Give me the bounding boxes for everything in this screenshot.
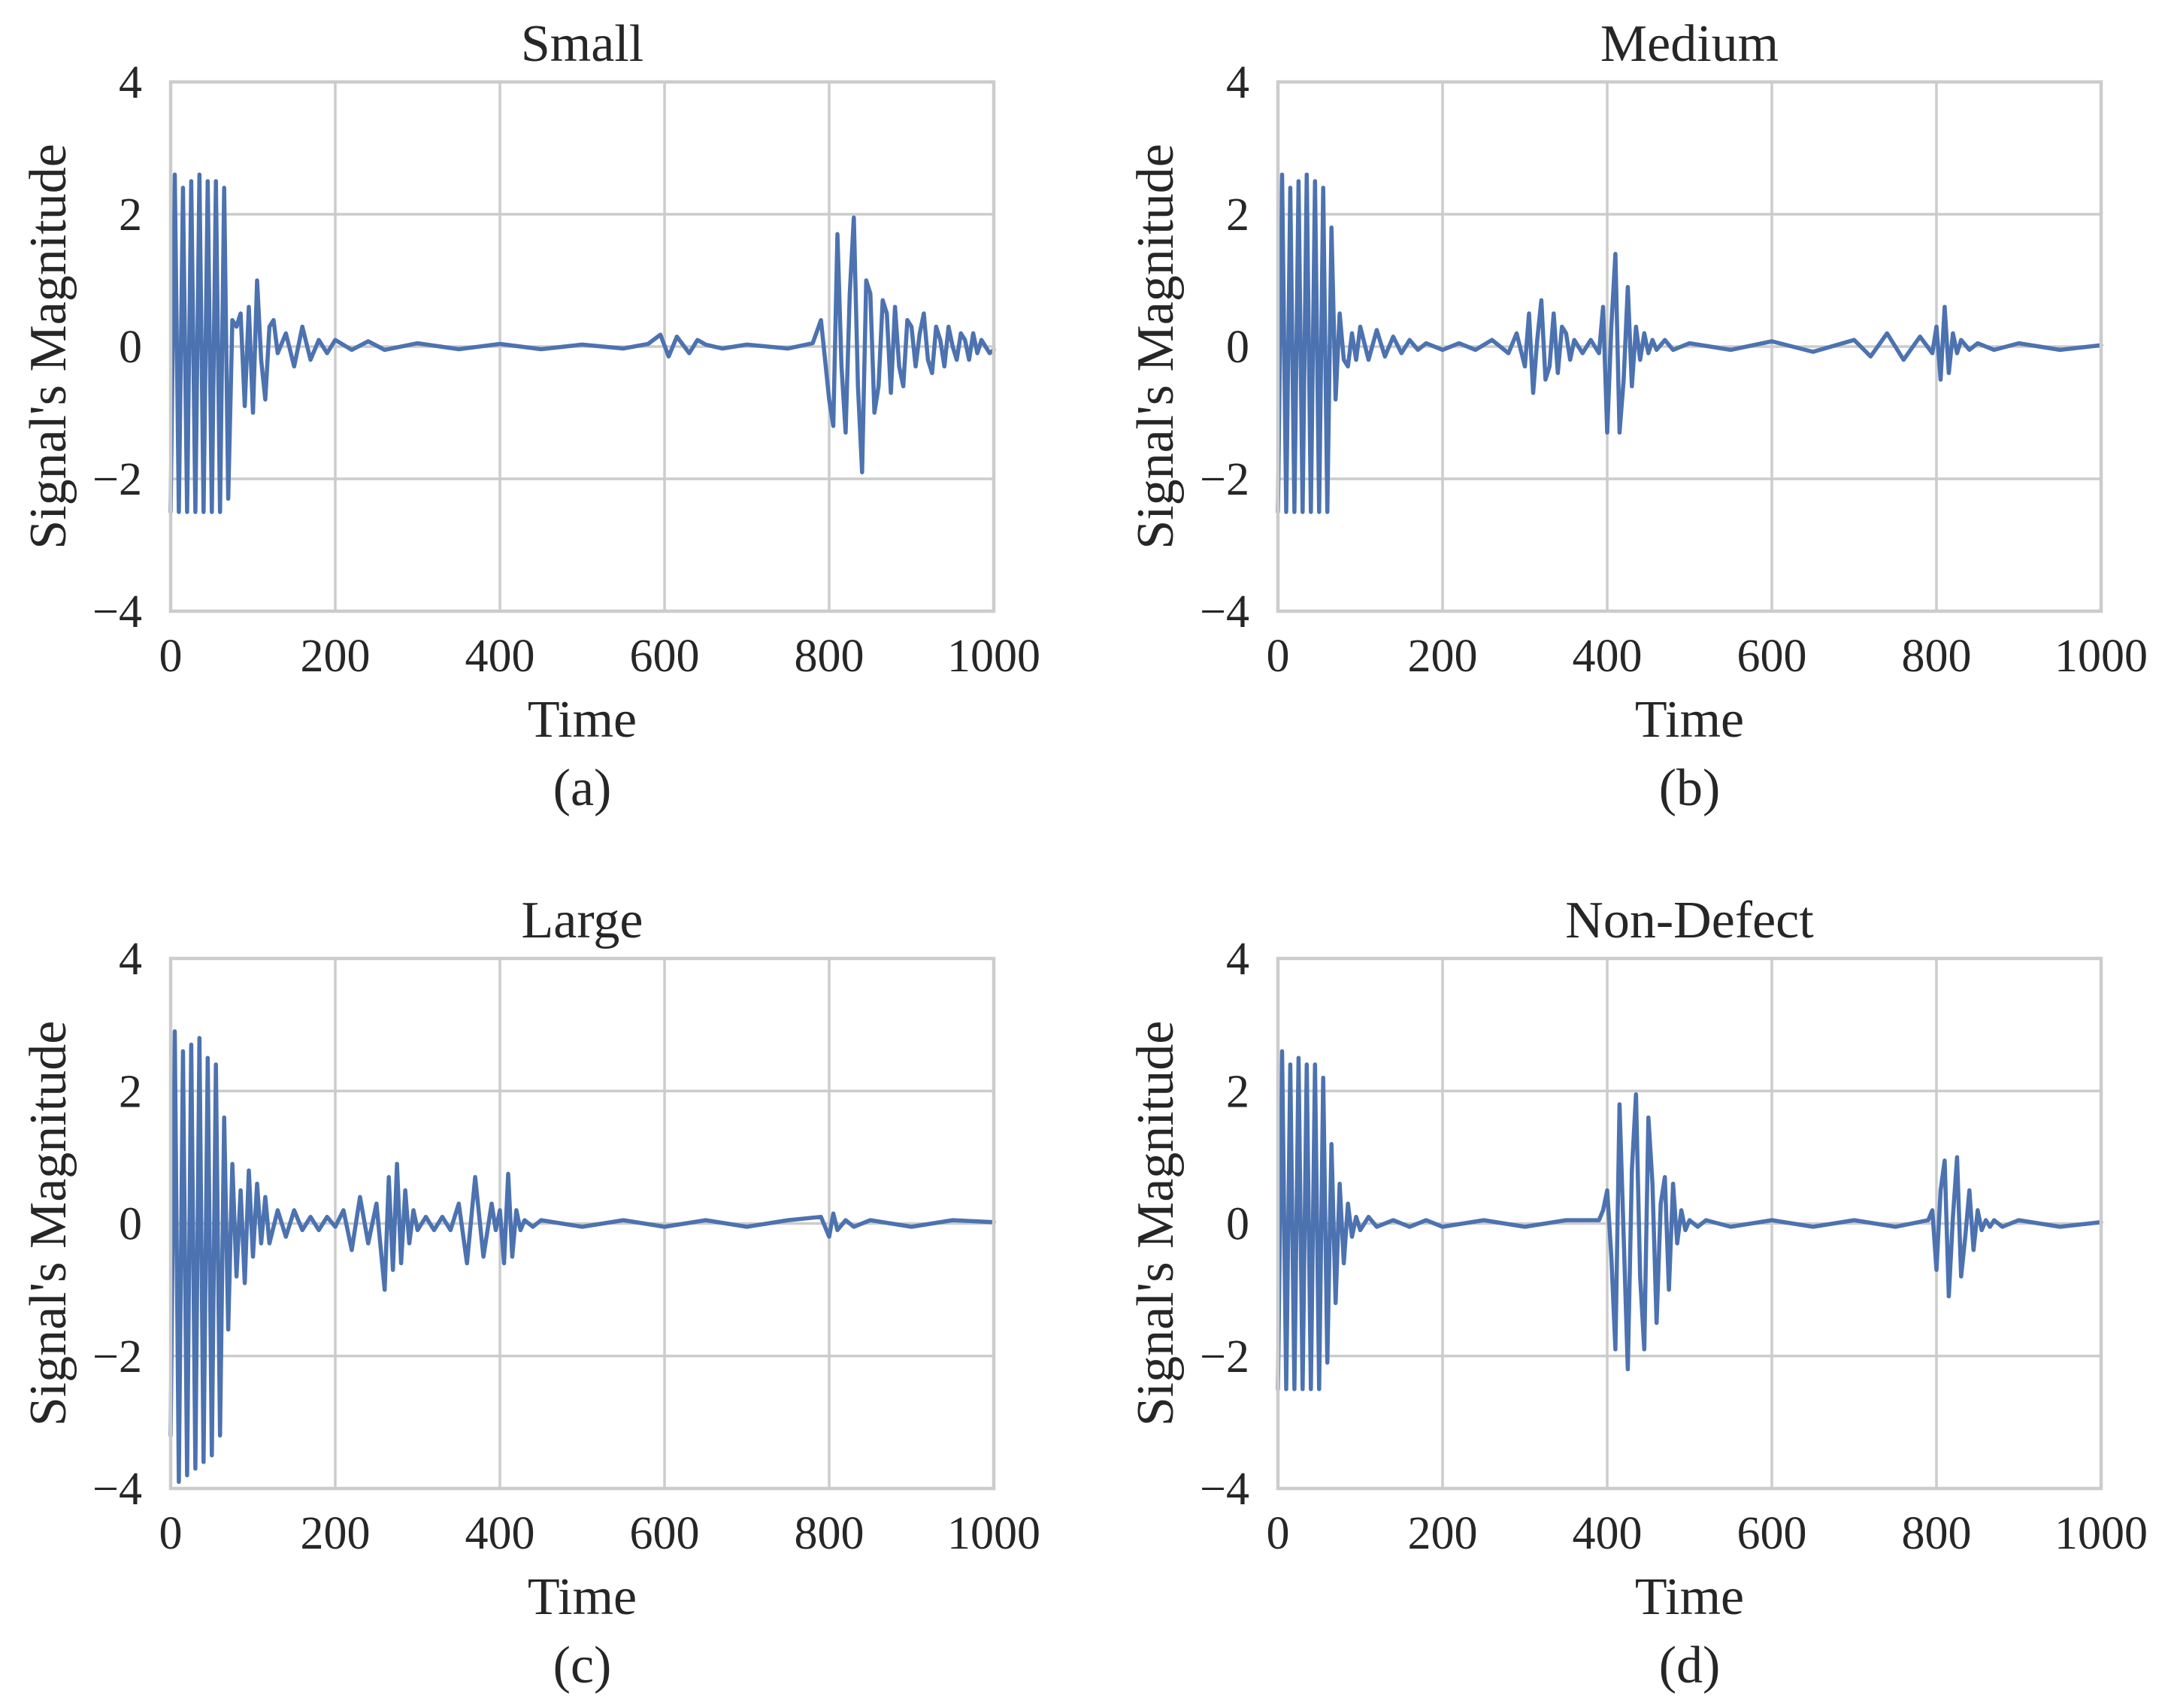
chart-panel-4: 0 200 400 600 800 1000 4 2 0 −2 −4 Non-Defect Time (d… bbox=[1127, 892, 2148, 1694]
x-tick-label: 600 bbox=[630, 631, 700, 682]
y-axis-label: Signal's Magnitude bbox=[1127, 144, 1185, 550]
y-tick-label: −2 bbox=[1200, 1331, 1249, 1382]
x-axis-label: Time bbox=[528, 1568, 637, 1626]
chart-panel-3: 0 200 400 600 800 1000 4 2 0 −2 −4 Large Time (c) Sign… bbox=[20, 892, 1040, 1694]
x-tick-label: 200 bbox=[301, 1508, 371, 1559]
x-tick-label: 600 bbox=[1737, 1508, 1807, 1559]
series-line-signal bbox=[168, 172, 996, 514]
y-tick-label: −2 bbox=[92, 454, 142, 505]
x-tick-label: 1000 bbox=[947, 631, 1040, 682]
x-tick-label: 200 bbox=[1408, 1508, 1478, 1559]
panel-caption: (c) bbox=[553, 1637, 612, 1694]
x-tick-label: 400 bbox=[1573, 631, 1643, 682]
y-tick-label: 0 bbox=[1226, 322, 1249, 373]
y-tick-label: 4 bbox=[1226, 57, 1249, 108]
y-tick-label: 0 bbox=[119, 322, 142, 373]
x-tick-label: 200 bbox=[1408, 631, 1478, 682]
y-tick-label: −4 bbox=[1200, 586, 1249, 637]
y-tick-label: 2 bbox=[119, 189, 142, 241]
x-axis-label: Time bbox=[528, 691, 637, 749]
axes-frame bbox=[1276, 80, 2103, 613]
series-line-signal bbox=[1276, 172, 2103, 514]
y-axis-label: Signal's Magnitude bbox=[1127, 1021, 1185, 1427]
y-tick-label: 2 bbox=[1226, 1066, 1249, 1117]
x-tick-label: 0 bbox=[1267, 1508, 1290, 1559]
y-tick-label: 0 bbox=[119, 1199, 142, 1250]
y-tick-label: 4 bbox=[1226, 934, 1249, 985]
chart-panel-1: 0 200 400 600 800 1000 4 2 0 −2 −4 Small Time (a) Sign… bbox=[20, 15, 1040, 817]
y-tick-label: −4 bbox=[92, 1464, 142, 1515]
x-axis-label: Time bbox=[1635, 1568, 1744, 1626]
chart-title: Non-Defect bbox=[1565, 892, 1814, 949]
chart-panel-2: 0 200 400 600 800 1000 4 2 0 −2 −4 Medium Time (b) Sig… bbox=[1127, 15, 2148, 817]
x-tick-label: 0 bbox=[159, 1508, 183, 1559]
y-axis-label: Signal's Magnitude bbox=[20, 144, 77, 550]
y-tick-label: −4 bbox=[92, 586, 142, 637]
x-tick-label: 800 bbox=[1902, 631, 1972, 682]
x-tick-label: 800 bbox=[1902, 1508, 1972, 1559]
y-tick-label: 0 bbox=[1226, 1199, 1249, 1250]
y-tick-label: −4 bbox=[1200, 1464, 1249, 1515]
axes-frame bbox=[1276, 956, 2103, 1491]
axes-frame bbox=[168, 956, 996, 1491]
series-line-signal bbox=[1276, 1049, 2103, 1392]
y-tick-label: 2 bbox=[1226, 189, 1249, 241]
y-tick-label: 2 bbox=[119, 1066, 142, 1117]
x-tick-label: 1000 bbox=[2054, 631, 2148, 682]
chart-title: Medium bbox=[1600, 15, 1779, 73]
chart-title: Large bbox=[522, 892, 643, 949]
x-axis-label: Time bbox=[1635, 691, 1744, 749]
panel-caption: (b) bbox=[1659, 759, 1721, 817]
chart-title: Small bbox=[521, 15, 643, 73]
x-tick-label: 400 bbox=[465, 1508, 535, 1559]
y-tick-label: −2 bbox=[92, 1331, 142, 1382]
x-tick-label: 800 bbox=[795, 1508, 864, 1559]
x-tick-label: 0 bbox=[159, 631, 183, 682]
y-axis-label: Signal's Magnitude bbox=[20, 1021, 77, 1427]
series-line-signal bbox=[168, 1029, 996, 1484]
panel-caption: (d) bbox=[1659, 1637, 1721, 1694]
x-tick-label: 1000 bbox=[2054, 1508, 2148, 1559]
y-tick-label: 4 bbox=[119, 934, 142, 985]
x-tick-label: 600 bbox=[1737, 631, 1807, 682]
x-tick-label: 600 bbox=[630, 1508, 700, 1559]
y-tick-label: −2 bbox=[1200, 454, 1249, 505]
panel-caption: (a) bbox=[553, 759, 612, 817]
x-tick-label: 0 bbox=[1267, 631, 1290, 682]
x-tick-label: 200 bbox=[301, 631, 371, 682]
x-tick-label: 400 bbox=[1573, 1508, 1643, 1559]
x-tick-label: 800 bbox=[795, 631, 864, 682]
x-tick-label: 400 bbox=[465, 631, 535, 682]
axes-frame bbox=[168, 80, 996, 613]
x-tick-label: 1000 bbox=[947, 1508, 1040, 1559]
y-tick-label: 4 bbox=[119, 57, 142, 108]
